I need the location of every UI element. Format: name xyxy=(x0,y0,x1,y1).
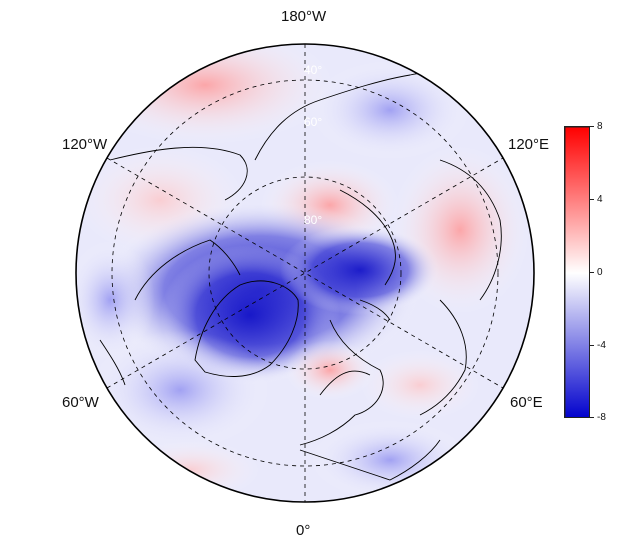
lon-label-60e: 60°E xyxy=(510,394,543,411)
colorbar-tickmark xyxy=(590,345,594,346)
colorbar-tick-label: 0 xyxy=(597,267,603,278)
lat-label-80: 80° xyxy=(304,213,322,227)
lon-label-120w: 120°W xyxy=(62,136,108,153)
colorbar-tick-label: 4 xyxy=(597,194,603,205)
map-boundary xyxy=(75,43,535,503)
lat-label-60: 60° xyxy=(304,115,322,129)
colorbar-tickmark xyxy=(590,126,594,127)
colorbar-tick-label: -4 xyxy=(597,340,606,351)
colorbar-tick-label: -8 xyxy=(597,412,606,423)
lon-label-0: 0° xyxy=(296,522,311,539)
lon-label-180w: 180°W xyxy=(281,8,327,25)
lon-label-120e: 120°E xyxy=(508,136,550,153)
colorbar-tickmark xyxy=(590,417,594,418)
lon-label-60w: 60°W xyxy=(62,394,99,411)
colorbar: 8 4 0 -4 -8 xyxy=(564,121,606,423)
colorbar-tickmark xyxy=(590,199,594,200)
graticule xyxy=(106,44,504,502)
anomaly-field xyxy=(76,44,534,502)
colorbar-tickmark xyxy=(590,272,594,273)
lat-label-40: 40° xyxy=(304,63,322,77)
colorbar-gradient xyxy=(564,126,590,418)
colorbar-tick-label: 8 xyxy=(597,121,603,132)
